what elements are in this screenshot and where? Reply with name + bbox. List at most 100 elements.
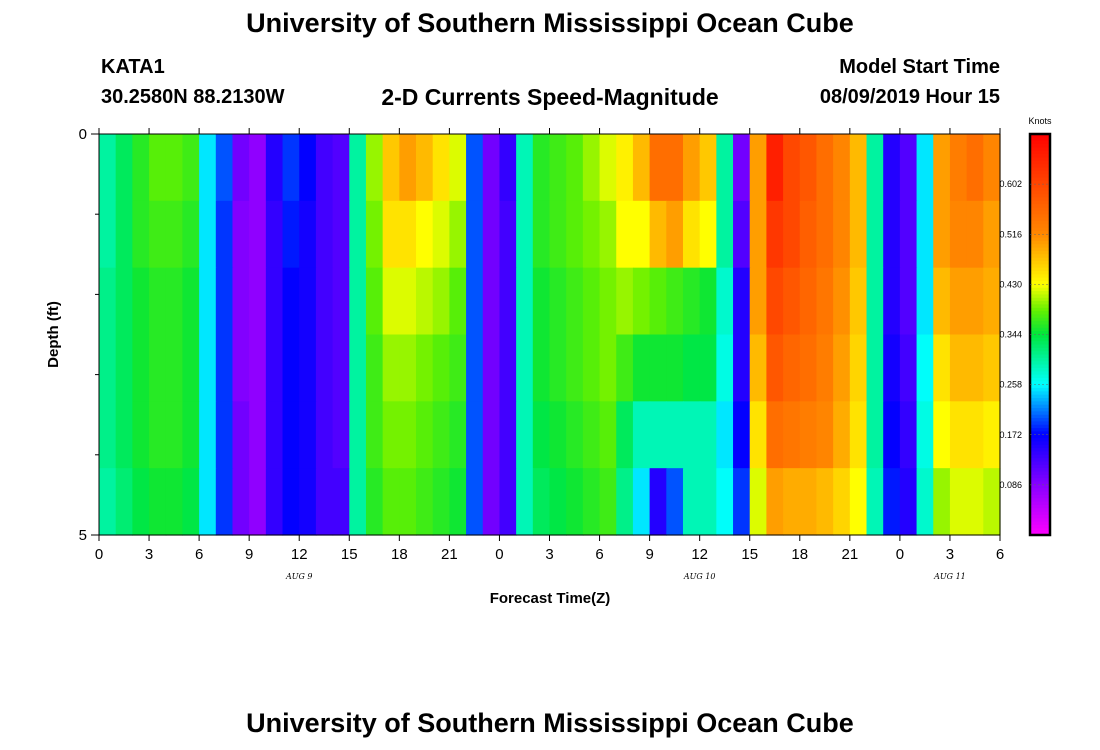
heatmap-cell — [766, 401, 784, 469]
heatmap-cell — [899, 134, 918, 202]
x-tick-label: 12 — [691, 546, 708, 563]
colorbar-segment — [1030, 324, 1050, 329]
heatmap-cell — [916, 334, 934, 402]
x-tick-label: 6 — [996, 546, 1004, 563]
colorbar-segment — [1030, 240, 1050, 245]
x-tick-label: 21 — [441, 546, 458, 563]
x-tick-label: 6 — [195, 546, 203, 563]
colorbar-segment — [1030, 210, 1050, 215]
heatmap-cell — [99, 134, 117, 202]
heatmap-cell — [783, 334, 801, 402]
colorbar-tick-label: 0.516 — [999, 229, 1022, 239]
heatmap-cell — [699, 401, 717, 469]
colorbar-segment — [1030, 157, 1050, 162]
heatmap-cell — [399, 468, 417, 536]
heatmap-cell — [232, 200, 250, 269]
heatmap-cell — [833, 134, 851, 202]
colorbar-segment — [1030, 521, 1050, 526]
heatmap-cell — [265, 468, 284, 536]
heatmap-cell — [349, 401, 367, 469]
colorbar-segment — [1030, 327, 1050, 332]
heatmap-cell — [499, 468, 517, 536]
colorbar-segment — [1030, 264, 1050, 269]
heatmap-cell — [716, 401, 734, 469]
heatmap-cell — [532, 468, 551, 536]
heatmap-cell — [215, 200, 234, 269]
heatmap-cell — [966, 200, 984, 269]
heatmap-cell — [649, 134, 667, 202]
heatmap-cell — [332, 334, 350, 402]
heatmap-cell — [516, 134, 534, 202]
colorbar-segment — [1030, 281, 1050, 285]
heatmap-cell — [466, 134, 484, 202]
x-tick-label: 3 — [145, 546, 153, 563]
heatmap-cell — [299, 200, 317, 269]
heatmap-cell — [199, 334, 217, 402]
heatmap-cell — [416, 267, 434, 336]
colorbar-segment — [1030, 177, 1050, 182]
heatmap-cell — [382, 401, 400, 469]
heatmap-cell — [332, 267, 350, 336]
heatmap-cell — [299, 267, 317, 336]
heatmap-cell — [399, 200, 417, 269]
heatmap-cell — [265, 334, 284, 402]
x-tick-label: 15 — [741, 546, 758, 563]
heatmap-cell — [933, 200, 951, 269]
heatmap-cell — [749, 200, 768, 269]
colorbar-segment — [1030, 140, 1050, 145]
heatmap-cell — [249, 334, 267, 402]
heatmap-cell — [449, 468, 467, 536]
heatmap-cell — [365, 267, 384, 336]
x-tick-label: 15 — [341, 546, 358, 563]
heatmap-cell — [332, 468, 350, 536]
heatmap-cell — [766, 200, 784, 269]
heatmap-cell — [315, 468, 334, 536]
colorbar-segment — [1030, 317, 1050, 322]
heatmap-cell — [816, 334, 834, 402]
heatmap-cell — [899, 468, 918, 536]
heatmap-cell — [232, 401, 250, 469]
heatmap-cell — [449, 334, 467, 402]
heatmap-cell — [983, 134, 1001, 202]
heatmap-cell — [115, 200, 133, 269]
heatmap-cell — [649, 401, 667, 469]
colorbar-segment — [1030, 220, 1050, 225]
heatmap-cell — [332, 134, 350, 202]
heatmap-cell — [833, 267, 851, 336]
colorbar-segment — [1030, 391, 1050, 396]
heatmap-cell — [866, 468, 884, 536]
colorbar-segment — [1030, 144, 1050, 148]
heatmap-cell — [149, 200, 167, 269]
colorbar-segment — [1030, 344, 1050, 349]
heatmap-cell — [566, 468, 584, 536]
heatmap-cell — [165, 134, 184, 202]
colorbar-segment — [1030, 331, 1050, 336]
y-tick-label: 0 — [79, 126, 87, 143]
colorbar-segment — [1030, 371, 1050, 376]
heatmap-cell — [783, 401, 801, 469]
heatmap-cell — [349, 134, 367, 202]
heatmap-cell — [682, 334, 701, 402]
heatmap-cell — [516, 267, 534, 336]
date-label: AUG 9 — [285, 572, 313, 581]
heatmap-cell — [582, 267, 601, 336]
heatmap-cell — [132, 134, 150, 202]
heatmap-cell — [916, 200, 934, 269]
plot-title: 2-D Currents Speed-Magnitude — [381, 84, 719, 110]
heatmap-cell — [933, 134, 951, 202]
colorbar-segment — [1030, 337, 1050, 342]
colorbar-segment — [1030, 394, 1050, 399]
heatmap-cell — [783, 468, 801, 536]
heatmap-cell — [232, 468, 250, 536]
heatmap-cell — [482, 200, 501, 269]
colorbar-segment — [1030, 184, 1050, 189]
heatmap-cell — [599, 200, 617, 269]
colorbar-segment — [1030, 461, 1050, 466]
heatmap-cell — [482, 134, 501, 202]
heatmap-cell — [215, 134, 234, 202]
heatmap-cell — [532, 200, 551, 269]
heatmap-cell — [866, 267, 884, 336]
heatmap-cell — [432, 267, 450, 336]
colorbar-segment — [1030, 244, 1050, 249]
heatmap-cell — [99, 401, 117, 469]
